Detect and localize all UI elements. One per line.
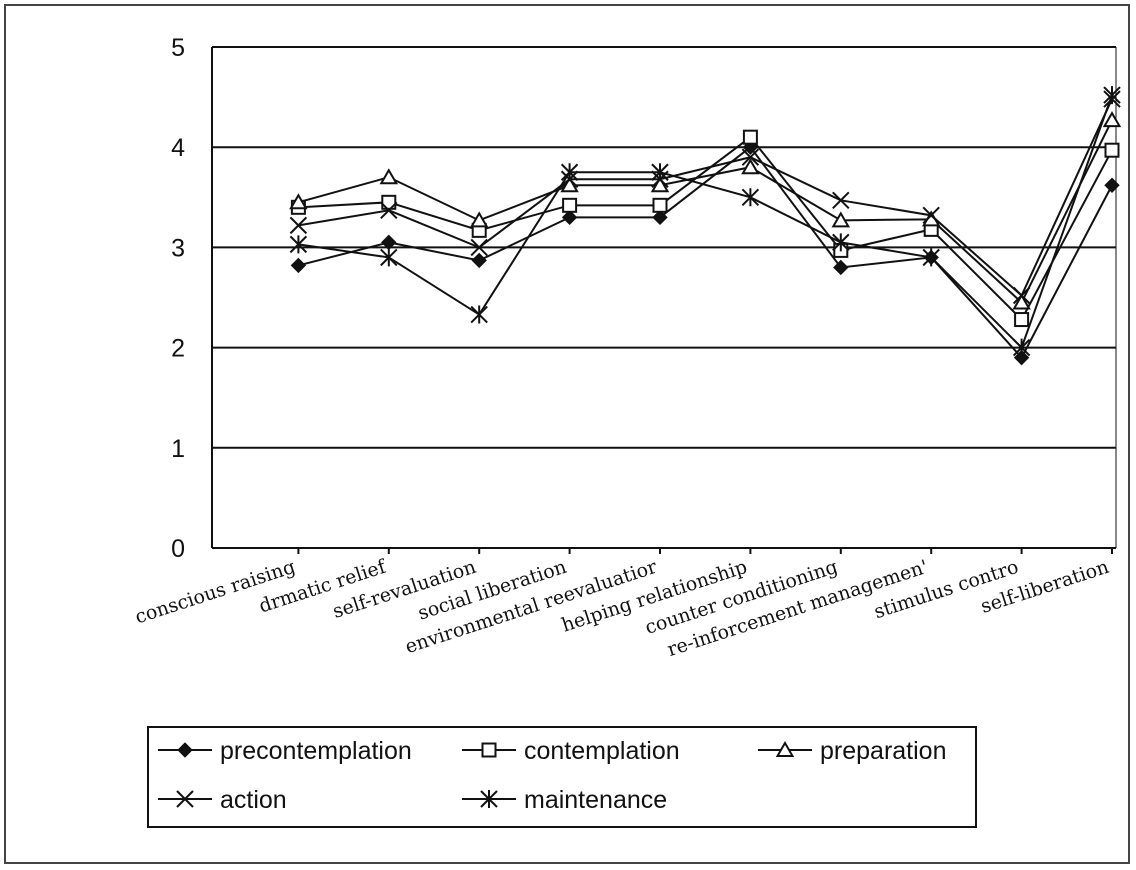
point-contemplation-environmental-reevaluatior xyxy=(654,199,667,212)
y-tick-label-0: 0 xyxy=(171,535,185,563)
point-maintenance-helping-relationship xyxy=(742,188,758,206)
legend-label-preparation: preparation xyxy=(820,737,946,765)
legend-label-action: action xyxy=(220,786,287,814)
point-preparation-drmatic-relief xyxy=(381,170,396,183)
y-tick-label-1: 1 xyxy=(171,435,185,463)
point-preparation-self-revaluation xyxy=(472,213,487,226)
point-maintenance-self-liberation xyxy=(1104,86,1120,104)
series-line-maintenance xyxy=(298,95,1112,348)
y-tick-label-4: 4 xyxy=(171,134,185,162)
point-contemplation-stimulus-contro xyxy=(1015,313,1028,326)
point-contemplation-self-liberation xyxy=(1106,144,1119,157)
legend-label-maintenance: maintenance xyxy=(524,786,667,814)
point-preparation-self-liberation xyxy=(1105,113,1120,126)
legend-label-contemplation: contemplation xyxy=(524,737,680,765)
series-line-precontemplation xyxy=(298,147,1112,357)
series-action xyxy=(290,91,1120,303)
point-contemplation-social-liberation xyxy=(563,199,576,212)
y-tick-label-2: 2 xyxy=(171,335,185,363)
point-maintenance-self-revaluation xyxy=(471,306,487,324)
series-line-action xyxy=(298,99,1112,295)
series-layer xyxy=(290,86,1120,365)
legend-label-precontemplation: precontemplation xyxy=(220,737,412,765)
series-line-contemplation xyxy=(298,137,1112,319)
point-precontemplation-conscious-raising xyxy=(291,258,305,272)
gridlines xyxy=(212,47,1116,448)
point-precontemplation-self-liberation xyxy=(1105,178,1119,192)
y-tick-label-5: 5 xyxy=(171,34,185,62)
y-tick-label-3: 3 xyxy=(171,234,185,262)
point-contemplation-helping-relationship xyxy=(744,131,757,144)
series-contemplation xyxy=(292,131,1119,326)
point-precontemplation-self-revaluation xyxy=(472,253,486,267)
legend: precontemplation contemplation preparation… xyxy=(148,727,976,827)
axes xyxy=(212,47,1116,554)
series-precontemplation xyxy=(291,140,1119,364)
legend-marker-contemplation xyxy=(483,744,496,757)
